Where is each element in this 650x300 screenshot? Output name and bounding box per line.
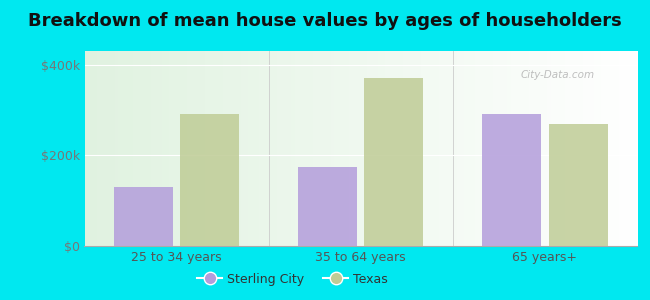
Legend: Sterling City, Texas: Sterling City, Texas xyxy=(192,268,393,291)
Bar xyxy=(365,78,423,246)
Bar xyxy=(298,167,357,246)
Bar xyxy=(114,187,173,246)
Bar xyxy=(549,124,608,246)
Text: City-Data.com: City-Data.com xyxy=(521,70,595,80)
Text: Breakdown of mean house values by ages of householders: Breakdown of mean house values by ages o… xyxy=(28,12,622,30)
Bar xyxy=(482,115,541,246)
Bar xyxy=(180,115,239,246)
